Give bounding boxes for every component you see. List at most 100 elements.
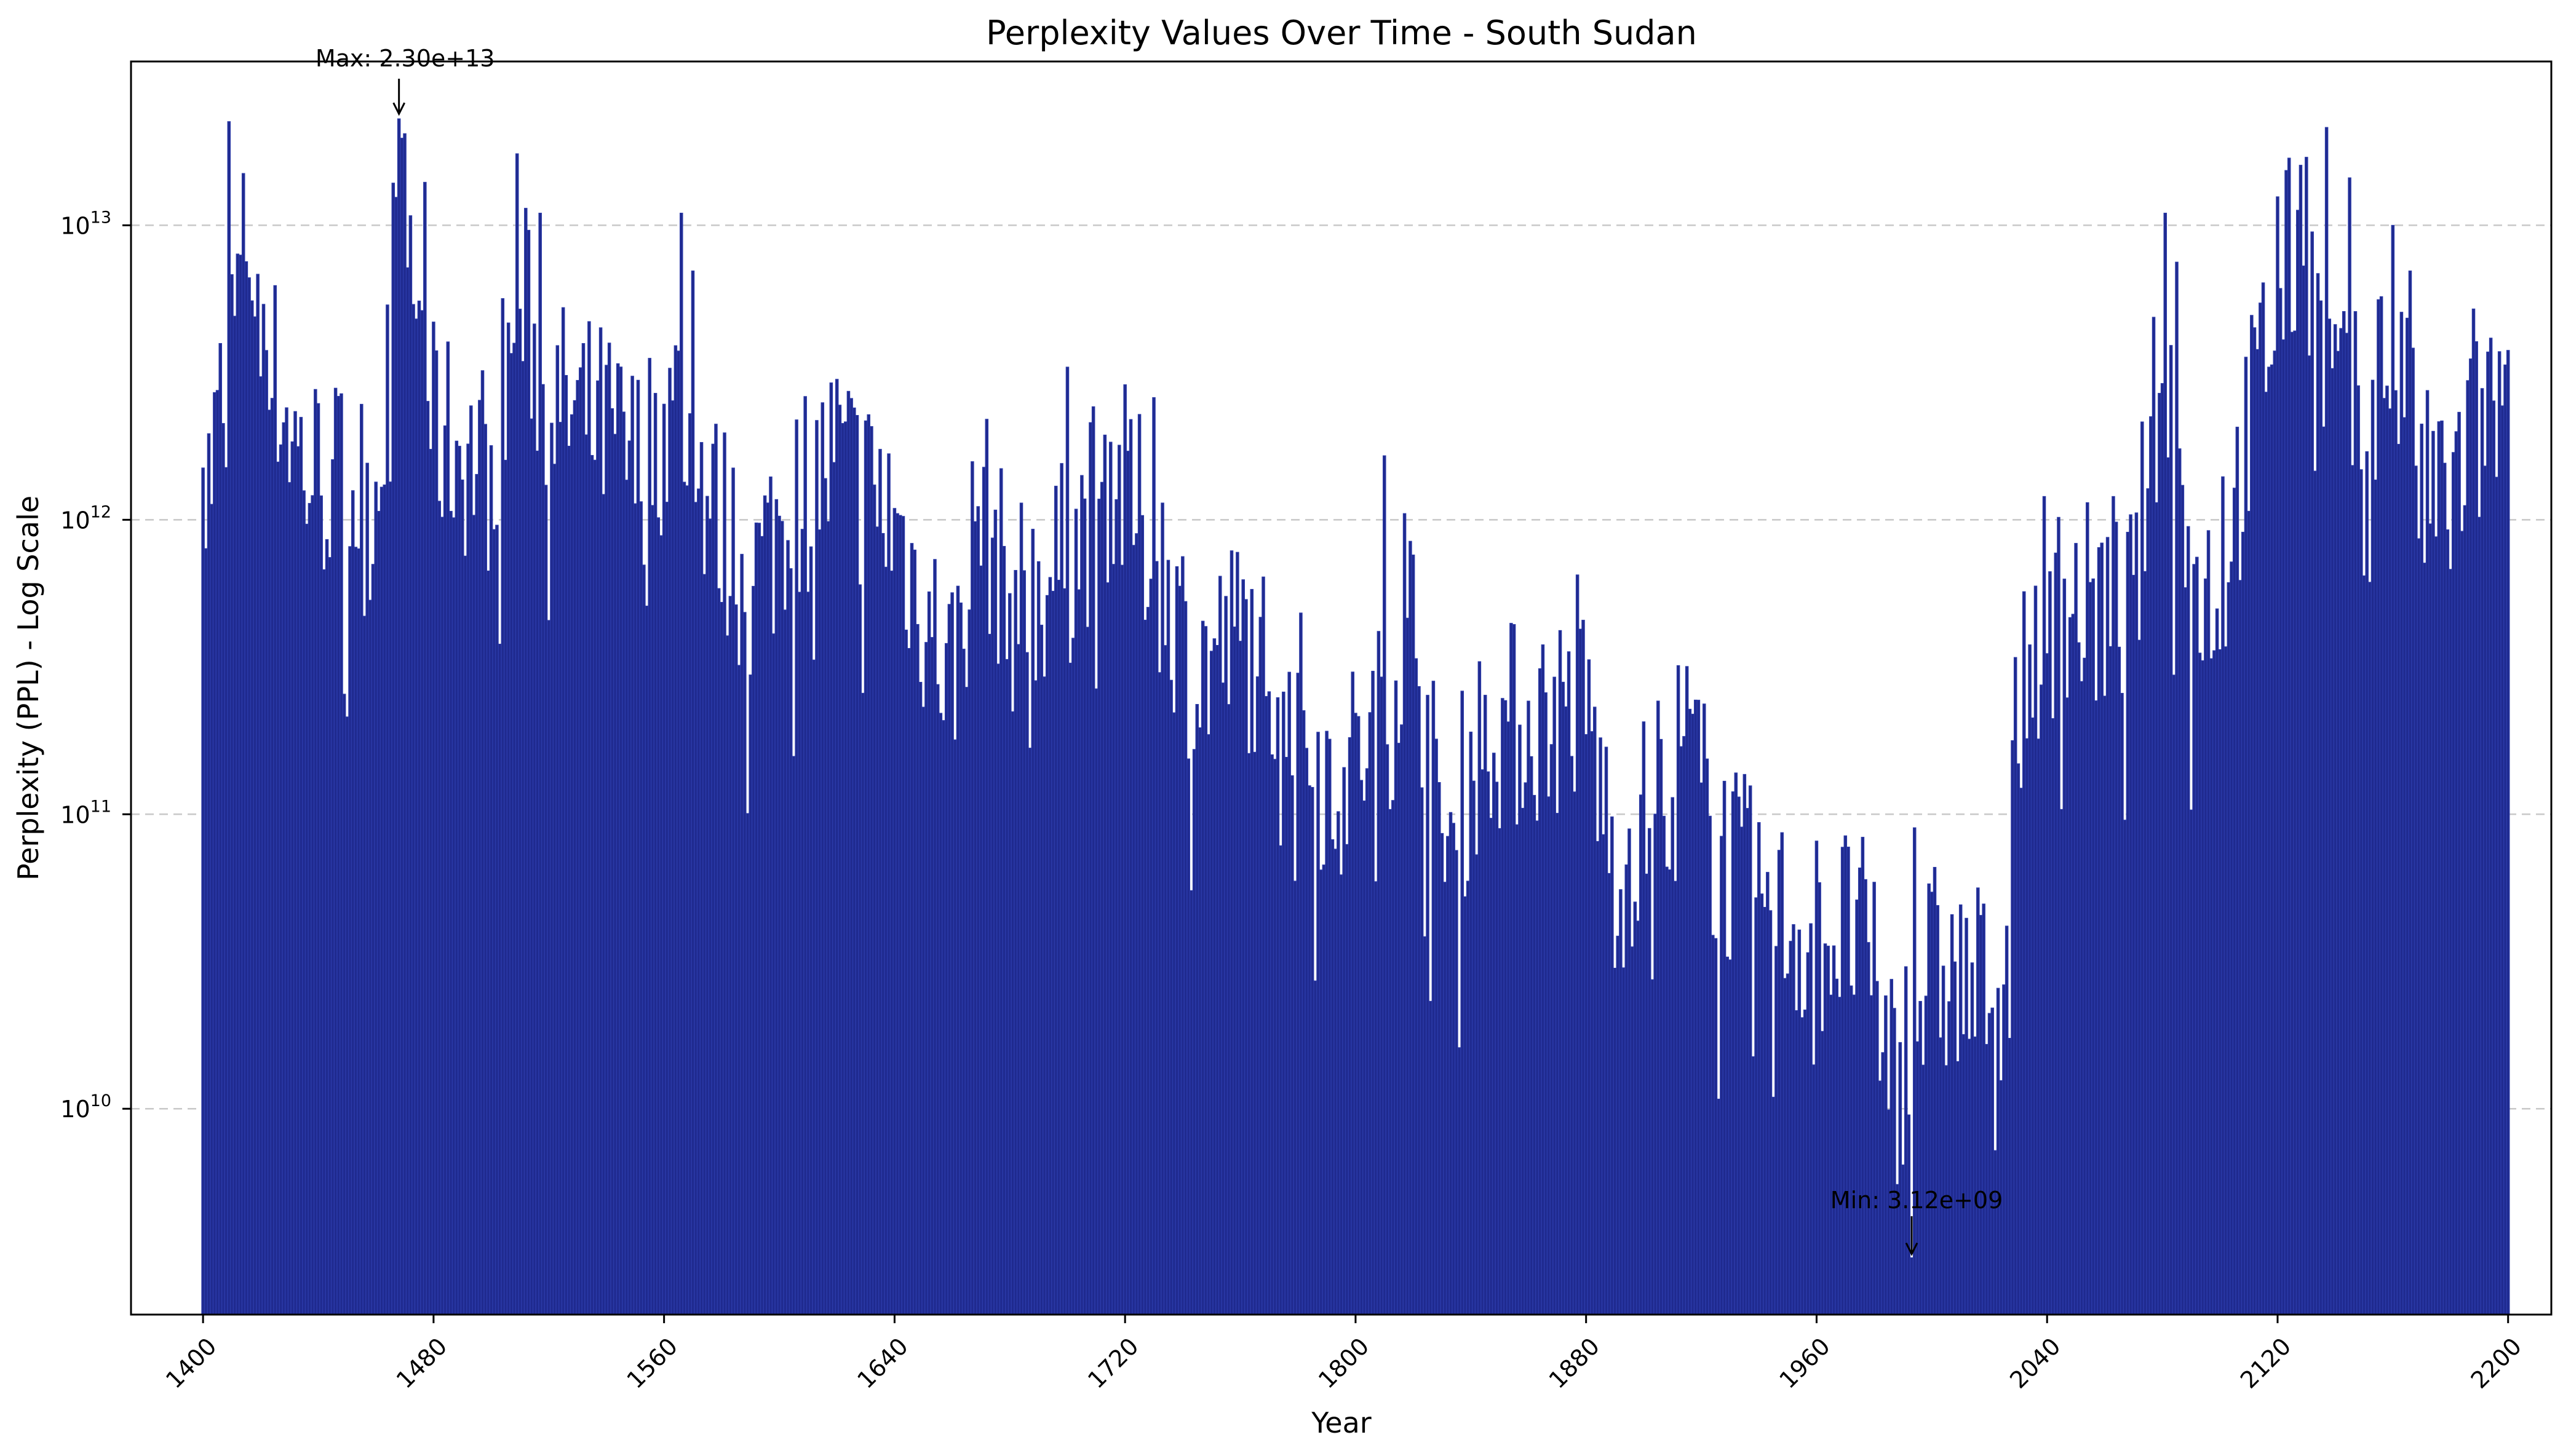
- bar: [725, 635, 729, 1315]
- y-ticks: 1010 1011 1012 1013: [60, 208, 131, 1123]
- bar: [2123, 820, 2127, 1315]
- bar: [1337, 811, 1340, 1315]
- bar: [1233, 626, 1236, 1315]
- bar: [1250, 588, 1254, 1315]
- bar: [2100, 542, 2104, 1315]
- bar: [287, 482, 292, 1315]
- bar: [1452, 823, 1455, 1315]
- bar: [1780, 832, 1784, 1315]
- bar: [492, 529, 496, 1315]
- bar: [872, 485, 876, 1315]
- bar: [480, 370, 485, 1315]
- bar: [285, 407, 288, 1315]
- bar: [1725, 956, 1729, 1315]
- bar: [1264, 696, 1268, 1315]
- bar: [1636, 920, 1640, 1315]
- bar: [1460, 690, 1464, 1315]
- bar: [293, 411, 297, 1315]
- bar: [2492, 400, 2496, 1315]
- bar: [610, 408, 614, 1315]
- bar: [699, 441, 704, 1315]
- bar: [2382, 398, 2386, 1315]
- y-tick-label: 1013: [60, 208, 111, 239]
- bar: [858, 584, 862, 1315]
- bar: [1423, 936, 1427, 1315]
- bar: [2230, 561, 2233, 1315]
- bar: [319, 495, 323, 1315]
- bar: [1556, 813, 1559, 1315]
- bar: [1792, 924, 1795, 1315]
- bar: [1221, 682, 1225, 1315]
- bar: [2232, 488, 2236, 1315]
- bar: [634, 503, 637, 1315]
- bar: [1077, 589, 1081, 1315]
- bar: [2051, 718, 2055, 1315]
- bar: [1858, 867, 1862, 1315]
- bar: [749, 675, 752, 1315]
- bar: [2131, 574, 2136, 1315]
- bar: [2198, 652, 2202, 1315]
- bar: [2065, 697, 2069, 1315]
- bar: [305, 523, 309, 1315]
- bar: [1178, 585, 1182, 1315]
- bar: [688, 413, 692, 1315]
- bar: [982, 467, 986, 1315]
- bar: [1509, 623, 1513, 1315]
- bar: [1313, 980, 1317, 1315]
- bar: [642, 564, 646, 1315]
- bar: [509, 353, 514, 1315]
- bar: [2342, 311, 2346, 1315]
- bar: [1284, 757, 1289, 1315]
- bar: [1383, 455, 1386, 1315]
- bar: [1161, 502, 1164, 1315]
- bar: [2149, 416, 2153, 1315]
- bar: [682, 481, 686, 1315]
- bar: [942, 720, 945, 1315]
- bar: [268, 410, 271, 1315]
- bar: [1371, 671, 1375, 1315]
- bar: [2264, 392, 2268, 1315]
- bar: [2054, 552, 2058, 1315]
- bar: [1255, 676, 1260, 1315]
- bar: [1552, 676, 1556, 1315]
- bar: [478, 400, 482, 1315]
- bar: [1043, 676, 1046, 1315]
- bar: [336, 395, 341, 1315]
- bar: [555, 345, 560, 1315]
- bar: [846, 390, 851, 1315]
- bar: [1599, 737, 1602, 1315]
- bar: [504, 459, 507, 1315]
- bar: [270, 398, 274, 1315]
- bar: [1111, 564, 1116, 1315]
- bar: [1258, 617, 1263, 1315]
- bar: [824, 478, 827, 1315]
- bar: [584, 434, 588, 1315]
- bar: [2278, 288, 2283, 1315]
- bar: [1671, 797, 1674, 1315]
- bar: [1365, 768, 1369, 1315]
- bar: [1118, 445, 1121, 1315]
- bar: [1400, 724, 1404, 1315]
- bar: [2175, 261, 2179, 1315]
- bar: [2169, 345, 2173, 1315]
- bar: [2059, 809, 2064, 1315]
- bar: [809, 546, 813, 1315]
- y-tick-label: 1011: [60, 797, 111, 828]
- bar: [766, 502, 770, 1315]
- bar: [550, 422, 554, 1315]
- bar: [1864, 879, 1867, 1315]
- bar: [1348, 737, 1352, 1315]
- bar: [1973, 1036, 1977, 1315]
- bar: [506, 322, 511, 1315]
- bar: [2287, 157, 2291, 1315]
- bar: [259, 376, 263, 1315]
- bar: [2045, 653, 2049, 1315]
- bar: [1446, 836, 1450, 1315]
- bar: [256, 274, 260, 1315]
- bar: [728, 596, 733, 1315]
- bar: [1818, 882, 1821, 1315]
- bar: [1538, 668, 1542, 1315]
- bar: [2152, 317, 2156, 1315]
- bar: [1797, 929, 1802, 1315]
- bar: [2252, 327, 2257, 1315]
